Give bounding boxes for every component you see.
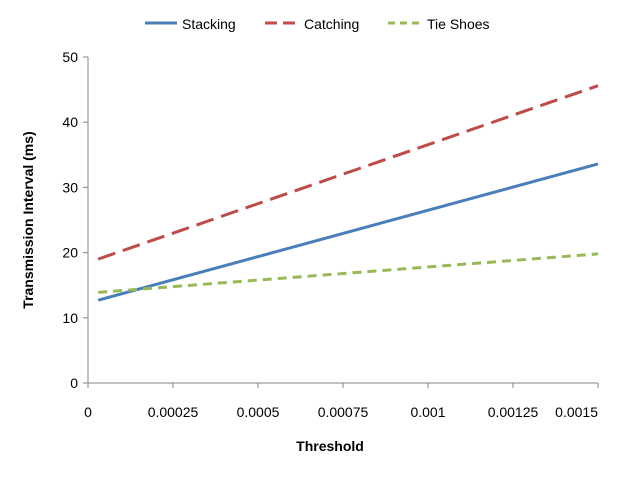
y-axis-title: Transmission Interval (ms) [20, 131, 36, 308]
x-tick-label: 0.0015 [555, 404, 598, 420]
y-tick-label: 20 [62, 245, 78, 261]
y-tick-label: 0 [70, 375, 78, 391]
y-tick-label: 10 [62, 310, 78, 326]
y-tick-label: 30 [62, 179, 78, 195]
x-tick-label: 0.00025 [148, 404, 199, 420]
y-tick-label: 50 [62, 49, 78, 65]
legend-label: Stacking [182, 16, 236, 32]
x-tick-label: 0.00125 [488, 404, 539, 420]
x-tick-label: 0.001 [410, 404, 445, 420]
x-tick-label: 0.0005 [237, 404, 280, 420]
legend-label: Catching [304, 16, 359, 32]
x-tick-label: 0 [84, 404, 92, 420]
series-line-stacking [97, 162, 599, 302]
y-tick-label: 40 [62, 114, 78, 130]
series-line-tie-shoes [98, 252, 599, 294]
legend: Stacking Catching Tie Shoes [145, 16, 490, 32]
x-tick-label: 0.00075 [318, 404, 369, 420]
series-lines [97, 84, 599, 302]
series-line-catching [97, 84, 599, 261]
y-axis-ticks: 0 10 20 30 40 50 [62, 49, 88, 391]
x-axis-ticks: 0 0.00025 0.0005 0.00075 0.001 0.00125 0.0015 [84, 383, 599, 420]
x-axis-title: Threshold [296, 438, 364, 454]
legend-label: Tie Shoes [427, 16, 490, 32]
